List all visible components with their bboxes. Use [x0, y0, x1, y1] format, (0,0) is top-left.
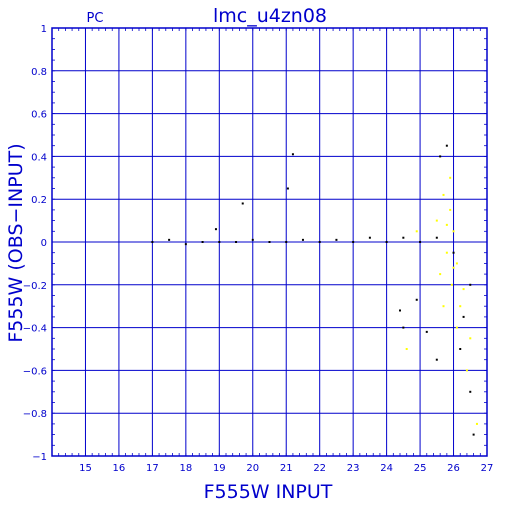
series-0-point-16 — [419, 241, 422, 243]
series-0-point-26 — [459, 348, 462, 350]
plot-frame — [51, 27, 488, 457]
series-0-point-25 — [435, 358, 438, 361]
series-0-point-17 — [435, 236, 438, 239]
series-0-point-12 — [352, 241, 355, 243]
series-0-point-5 — [235, 241, 238, 243]
x-tick-label-15: 15 — [79, 463, 92, 474]
series-0-point-33 — [415, 298, 418, 301]
series-0-point-14 — [385, 241, 388, 243]
series-0-point-7 — [268, 241, 271, 243]
series-0-point-6 — [251, 238, 254, 241]
series-0-point-22 — [241, 202, 244, 205]
series-0-point-18 — [452, 251, 455, 254]
series-1-point-9 — [415, 230, 418, 233]
series-0-point-13 — [368, 236, 371, 239]
series-0-point-19 — [469, 283, 472, 286]
y-axis-label: F555W (OBS−INPUT) — [5, 143, 27, 342]
y-tick-label-9: 0.8 — [31, 67, 47, 78]
series-0-point-1 — [168, 238, 171, 241]
series-0-point-30 — [445, 144, 448, 147]
series-0-point-8 — [285, 241, 288, 243]
x-tick-label-25: 25 — [414, 463, 427, 474]
series-1-point-8 — [449, 176, 452, 179]
series-0-point-28 — [472, 433, 475, 436]
series-1-point-4 — [450, 283, 453, 286]
series-1-point-7 — [435, 219, 438, 222]
x-tick-label-20: 20 — [246, 463, 259, 474]
series-0-point-0 — [151, 241, 154, 243]
series-0-point-9 — [301, 238, 304, 241]
x-tick-label-17: 17 — [146, 463, 159, 474]
series-0-point-23 — [214, 228, 217, 231]
series-0-point-4 — [218, 241, 221, 243]
series-0-point-2 — [184, 243, 187, 246]
series-0-point-20 — [291, 153, 294, 156]
series-1-point-3 — [455, 262, 458, 265]
y-tick-label-10: 1 — [41, 24, 47, 35]
series-1-point-11 — [465, 369, 468, 372]
series-1-point-18 — [405, 348, 408, 350]
x-tick-labels: 15 16 17 18 19 20 21 22 23 24 25 26 27 — [79, 463, 493, 474]
y-tick-label-4: −0.2 — [23, 281, 47, 292]
series-1-point-17 — [442, 305, 445, 308]
series-0-point-24 — [402, 326, 405, 329]
series-0-point-21 — [286, 187, 289, 190]
series-1-point-1 — [449, 208, 452, 211]
series-0-point-34 — [425, 330, 428, 333]
series-0-point-11 — [335, 238, 338, 241]
series-0-point-3 — [201, 241, 204, 243]
x-tick-label-26: 26 — [447, 463, 460, 474]
x-tick-label-24: 24 — [380, 463, 393, 474]
series-1-point-5 — [459, 305, 462, 308]
series-0-point-29 — [399, 309, 401, 312]
series-1-point-2 — [452, 230, 455, 233]
x-tick-label-21: 21 — [280, 463, 293, 474]
corner-label: PC — [87, 11, 104, 26]
series-1-point-12 — [475, 422, 478, 425]
series-1-point-19 — [469, 337, 472, 340]
series-1-point-16 — [462, 288, 465, 291]
y-tick-label-6: 0.2 — [31, 195, 47, 206]
series-1-point-6 — [445, 251, 448, 254]
x-tick-label-19: 19 — [213, 463, 226, 474]
series-1-point-13 — [452, 266, 455, 269]
series-1-point-10 — [455, 326, 458, 329]
y-tick-label-0: −1 — [32, 452, 47, 463]
series-1-point-0 — [442, 193, 445, 196]
x-axis-label: F555W INPUT — [204, 481, 333, 503]
y-tick-label-8: 0.6 — [31, 110, 47, 121]
x-tick-label-23: 23 — [347, 463, 360, 474]
series-0-point-31 — [439, 155, 442, 158]
x-tick-label-18: 18 — [179, 463, 192, 474]
y-tick-label-5: 0 — [41, 238, 47, 249]
x-tick-label-22: 22 — [313, 463, 326, 474]
y-tick-label-3: −0.4 — [23, 324, 47, 335]
series-0-point-10 — [318, 241, 321, 243]
y-tick-label-2: −0.6 — [23, 366, 47, 377]
y-tick-label-1: −0.8 — [23, 409, 47, 420]
y-tick-labels: −1 −0.8 −0.6 −0.4 −0.2 0 0.2 0.4 0.6 0.8 1 — [23, 24, 47, 463]
series-0-point-32 — [462, 315, 465, 318]
chart-title: lmc_u4zn08 — [213, 5, 327, 27]
data-points — [151, 144, 478, 436]
x-tick-label-27: 27 — [481, 463, 494, 474]
x-tick-label-16: 16 — [113, 463, 126, 474]
series-0-point-27 — [469, 390, 472, 393]
y-tick-label-7: 0.4 — [31, 152, 47, 163]
series-1-point-14 — [439, 273, 442, 276]
series-1-point-15 — [445, 223, 448, 226]
series-0-point-15 — [402, 236, 405, 239]
